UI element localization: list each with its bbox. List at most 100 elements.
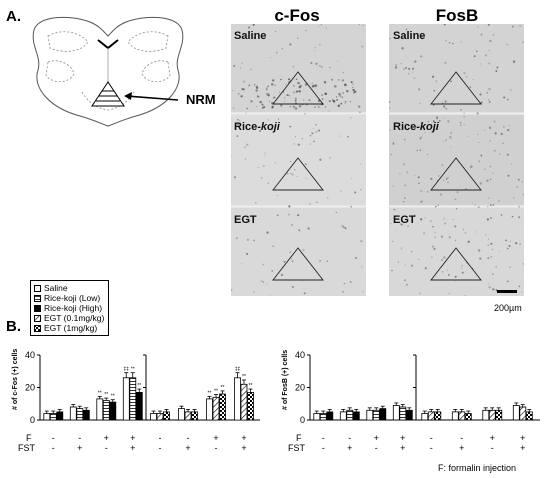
bar (451, 411, 459, 421)
bar (495, 409, 503, 421)
condition-sign-fst: + (185, 443, 191, 453)
bar (76, 408, 84, 421)
fosb-label-saline: Saline (393, 30, 426, 42)
bar (399, 406, 407, 421)
nrm-triangle (91, 81, 125, 107)
condition-sign-f: - (348, 433, 352, 443)
condition-sign-f: - (51, 433, 55, 443)
bar (372, 409, 380, 421)
chart-fosb-egt (413, 354, 540, 421)
condition-sign-fst: + (400, 443, 406, 453)
condition-sign-fst: + (459, 443, 465, 453)
bar (102, 400, 110, 421)
col-header-fosb: FosB (435, 6, 479, 25)
significance-marker: ** (98, 390, 102, 396)
condition-sign-fst: - (158, 443, 162, 453)
condition-sign-fst: - (214, 443, 218, 453)
bar (49, 413, 57, 421)
condition-sign-fst: + (241, 443, 247, 453)
significance-marker: ** (137, 383, 141, 389)
footnote: F: formalin injection (438, 463, 517, 473)
legend: Saline Rice-koji (Low) Rice-koji (High) … (30, 280, 110, 336)
legend-label-saline: Saline (44, 283, 68, 293)
bar (178, 408, 185, 421)
micrograph-column-cfos (231, 24, 366, 296)
condition-sign-f: + (241, 433, 247, 443)
nrm-arrow (125, 95, 179, 101)
bar (525, 411, 533, 421)
bar (163, 411, 170, 421)
nrm-label: NRM (186, 92, 216, 107)
fosb-label-egt: EGT (393, 214, 416, 226)
legend-item-ricekoji-high: Rice-koji (High) (34, 303, 104, 313)
condition-sign-f: - (78, 433, 82, 443)
legend-swatch-egt-high (34, 324, 41, 332)
bar (326, 411, 334, 421)
legend-item-ricekoji-low: Rice-koji (Low) (34, 293, 104, 303)
row-label-f-left: F (26, 433, 32, 443)
bar (150, 413, 157, 421)
legend-swatch-ricekoji-high (34, 304, 41, 312)
bar (135, 392, 143, 421)
condition-sign-f: - (186, 433, 190, 443)
legend-item-saline: Saline (34, 283, 104, 293)
bar (405, 409, 413, 421)
condition-sign-fst: + (520, 443, 526, 453)
bar (482, 409, 490, 421)
row-label-fst-left: FST (18, 443, 35, 453)
bar (129, 377, 137, 421)
bar (458, 411, 466, 421)
bar (313, 413, 321, 421)
cfos-label-ricekoji-italic: koji (260, 121, 280, 133)
bar (234, 377, 241, 421)
bar (56, 411, 64, 421)
legend-swatch-saline (34, 284, 41, 292)
y-tick-label: 20 (295, 383, 305, 393)
legend-label-ricekoji-low: Rice-koji (Low) (44, 293, 101, 303)
bar (212, 396, 220, 421)
cfos-label-ricekoji: Rice-koji (234, 121, 280, 133)
condition-sign-fst: - (104, 443, 108, 453)
brainstem-schematic (32, 16, 184, 127)
condition-sign-f: - (158, 433, 162, 443)
bar (247, 392, 254, 421)
legend-label-egt-low: EGT (0.1mg/kg) (44, 313, 105, 323)
condition-sign-fst: - (429, 443, 433, 453)
cfos-label-ricekoji-main: Rice- (234, 121, 261, 133)
scale-bar-label: 200µm (494, 303, 522, 313)
condition-sign-fst: + (130, 443, 136, 453)
significance-marker: ** (249, 383, 253, 389)
cfos-label-egt: EGT (234, 214, 257, 226)
bar (206, 398, 213, 421)
bar (184, 411, 192, 421)
condition-sign-fst: - (490, 443, 494, 453)
bar (240, 383, 248, 421)
scale-bar (497, 290, 517, 293)
legend-item-egt-high: EGT (1mg/kg) (34, 323, 104, 333)
panel-b-letter: B. (6, 318, 21, 335)
cfos-label-saline: Saline (234, 30, 267, 42)
y-tick-label: 20 (25, 383, 35, 393)
bar (319, 413, 327, 421)
bar (512, 405, 520, 421)
fosb-label-ricekoji-main: Rice- (393, 121, 420, 133)
legend-label-ricekoji-high: Rice-koji (High) (44, 303, 103, 313)
chart-cfos-egt: ** ****‡‡**** (143, 354, 260, 421)
significance-marker: ** (104, 392, 108, 398)
significance-marker: ** (242, 374, 246, 380)
row-label-f-right: F (296, 433, 302, 443)
significance-marker: ‡‡ (235, 367, 241, 373)
legend-label-egt-high: EGT (1mg/kg) (44, 323, 98, 333)
condition-sign-f: - (429, 433, 433, 443)
bar (156, 413, 164, 421)
bar (122, 377, 130, 421)
bar (69, 406, 77, 421)
bar (519, 406, 527, 421)
col-header-cfos: c-Fos (274, 6, 320, 25)
bar (352, 411, 360, 421)
bar (191, 411, 198, 421)
condition-sign-f: + (520, 433, 526, 443)
bar (366, 409, 374, 421)
significance-marker: ** (111, 394, 115, 400)
condition-sign-f: + (400, 433, 406, 443)
